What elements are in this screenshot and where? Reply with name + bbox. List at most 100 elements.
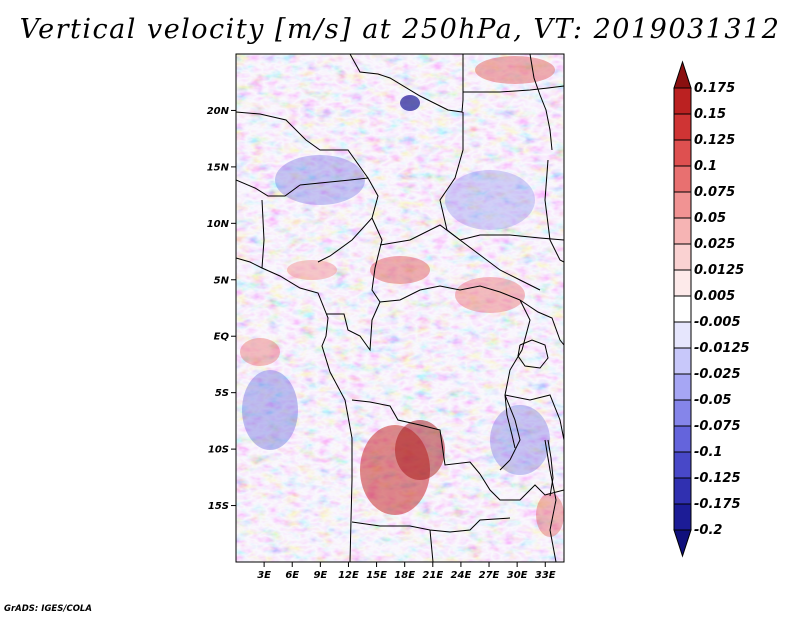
colorbar-level-label: -0.175 — [694, 497, 741, 512]
map-area — [235, 53, 565, 563]
lat-tick-label: EQ — [214, 332, 230, 343]
colorbar-level-label: -0.025 — [694, 367, 741, 382]
colorbar-level-label: -0.05 — [694, 393, 731, 408]
colorbar-segment — [673, 217, 692, 245]
colorbar-level-label: 0.005 — [694, 289, 735, 304]
colorbar-level-label: -0.075 — [694, 419, 741, 434]
colorbar-level-label: 0.1 — [694, 159, 717, 174]
colorbar-level-label: 0.05 — [694, 211, 726, 226]
colorbar-level-label: -0.0125 — [694, 341, 750, 356]
border-libya-niger-chad — [349, 54, 464, 113]
grads-credit: GrADS: IGES/COLA — [4, 604, 92, 614]
border-congo-gabon — [326, 301, 381, 352]
lon-tick-label: 3E — [257, 570, 271, 581]
border-uganda-kenya — [519, 299, 564, 346]
colorbar-segment — [673, 87, 692, 115]
border-cameroon-car — [371, 217, 383, 303]
colorbar-segment — [673, 321, 692, 349]
updraft-region — [240, 338, 280, 366]
downdraft-region — [400, 95, 420, 111]
colorbar-segment — [673, 269, 692, 297]
border-mali-burkina — [236, 179, 301, 197]
lake-victoria — [517, 339, 549, 369]
lat-tick-label: 15N — [207, 162, 230, 173]
updraft-region — [395, 420, 445, 480]
colorbar-segment — [673, 451, 692, 479]
colorbar-segment — [673, 477, 692, 505]
border-tanzania — [504, 394, 564, 441]
longitude-axis: 3E 6E 9E 12E 15E 18E 21E 24E 27E 30E 33E — [257, 562, 556, 581]
colorbar-level-label: 0.15 — [694, 107, 726, 122]
colorbar-level-label: 0.025 — [694, 237, 735, 252]
lon-tick-label: 6E — [285, 570, 299, 581]
updraft-region — [536, 493, 564, 537]
field-features — [240, 56, 564, 537]
lat-tick-label: 10S — [208, 445, 229, 456]
colorbar-segment — [673, 295, 692, 323]
colorbar: 0.175 0.15 0.125 0.1 0.075 0.05 0.025 0.0125 0.0… — [673, 60, 750, 558]
latitude-axis: 20N 15N 10N 5N EQ 5S 10S 15S — [207, 106, 236, 512]
colorbar-level-label: -0.1 — [694, 445, 722, 460]
colorbar-segment — [673, 243, 692, 271]
lat-tick-label: 10N — [207, 219, 230, 230]
border-drc-angola — [351, 399, 481, 475]
lat-tick-label: 20N — [207, 106, 230, 117]
downdraft-region — [445, 170, 535, 230]
border-botswana — [429, 529, 434, 562]
colorbar-level-label: -0.2 — [694, 523, 722, 538]
downdraft-region — [275, 155, 365, 205]
lat-tick-label: 15S — [208, 501, 229, 512]
colorbar-level-label: 0.125 — [694, 133, 735, 148]
lon-tick-label: 9E — [313, 570, 327, 581]
lake-tanganyika — [504, 394, 516, 449]
colorbar-bottom-cap — [673, 529, 692, 558]
border-zambia-zimbabwe — [479, 473, 564, 501]
colorbar-level-label: 0.0125 — [694, 263, 744, 278]
country-borders — [236, 54, 564, 562]
colorbar-level-label: -0.005 — [694, 315, 741, 330]
downdraft-region — [242, 370, 298, 450]
lon-tick-label: 15E — [366, 570, 387, 581]
updraft-region — [455, 277, 525, 313]
lon-tick-label: 24E — [451, 570, 472, 581]
border-algeria-mali-niger — [236, 111, 369, 179]
colorbar-segment — [673, 399, 692, 427]
lat-tick-label: 5S — [215, 388, 229, 399]
colorbar-segment — [673, 191, 692, 219]
lon-tick-label: 27E — [479, 570, 500, 581]
colorbar-segment — [673, 165, 692, 193]
map-frame — [235, 53, 565, 563]
colorbar-segment — [673, 503, 692, 531]
colorbar-level-label: 0.175 — [694, 81, 735, 96]
colorbar-segment — [673, 139, 692, 167]
colorbar-segment — [673, 373, 692, 401]
updraft-region — [370, 256, 430, 284]
lake-malawi — [547, 439, 554, 497]
colorbar-top-cap — [673, 60, 692, 89]
updraft-region — [475, 56, 555, 84]
map-title: Vertical velocity [m/s] at 250hPa, VT: 2… — [19, 14, 781, 45]
lon-tick-label: 18E — [394, 570, 415, 581]
colorbar-segment — [673, 113, 692, 141]
border-ethiopia — [544, 159, 564, 263]
border-sudan-south-sudan — [459, 234, 564, 241]
border-angola-namibia — [351, 517, 511, 533]
lat-tick-label: 5N — [214, 275, 230, 286]
border-ghana-togo-benin — [261, 199, 265, 269]
border-car-chad — [379, 224, 541, 291]
lon-tick-label: 12E — [338, 570, 359, 581]
border-nigeria — [299, 177, 379, 263]
coastline-west-africa — [236, 257, 353, 562]
lon-tick-label: 30E — [507, 570, 528, 581]
colorbar-level-label: 0.075 — [694, 185, 735, 200]
red-sea-coast — [529, 54, 553, 151]
border-malawi-mozambique — [544, 439, 557, 562]
colorbar-level-label: -0.125 — [694, 471, 741, 486]
updraft-region — [287, 260, 337, 280]
lon-tick-label: 33E — [535, 570, 556, 581]
border-egypt-sudan — [463, 85, 564, 93]
colorbar-segment — [673, 425, 692, 453]
border-car-drc — [379, 285, 521, 303]
lon-tick-label: 21E — [422, 570, 443, 581]
